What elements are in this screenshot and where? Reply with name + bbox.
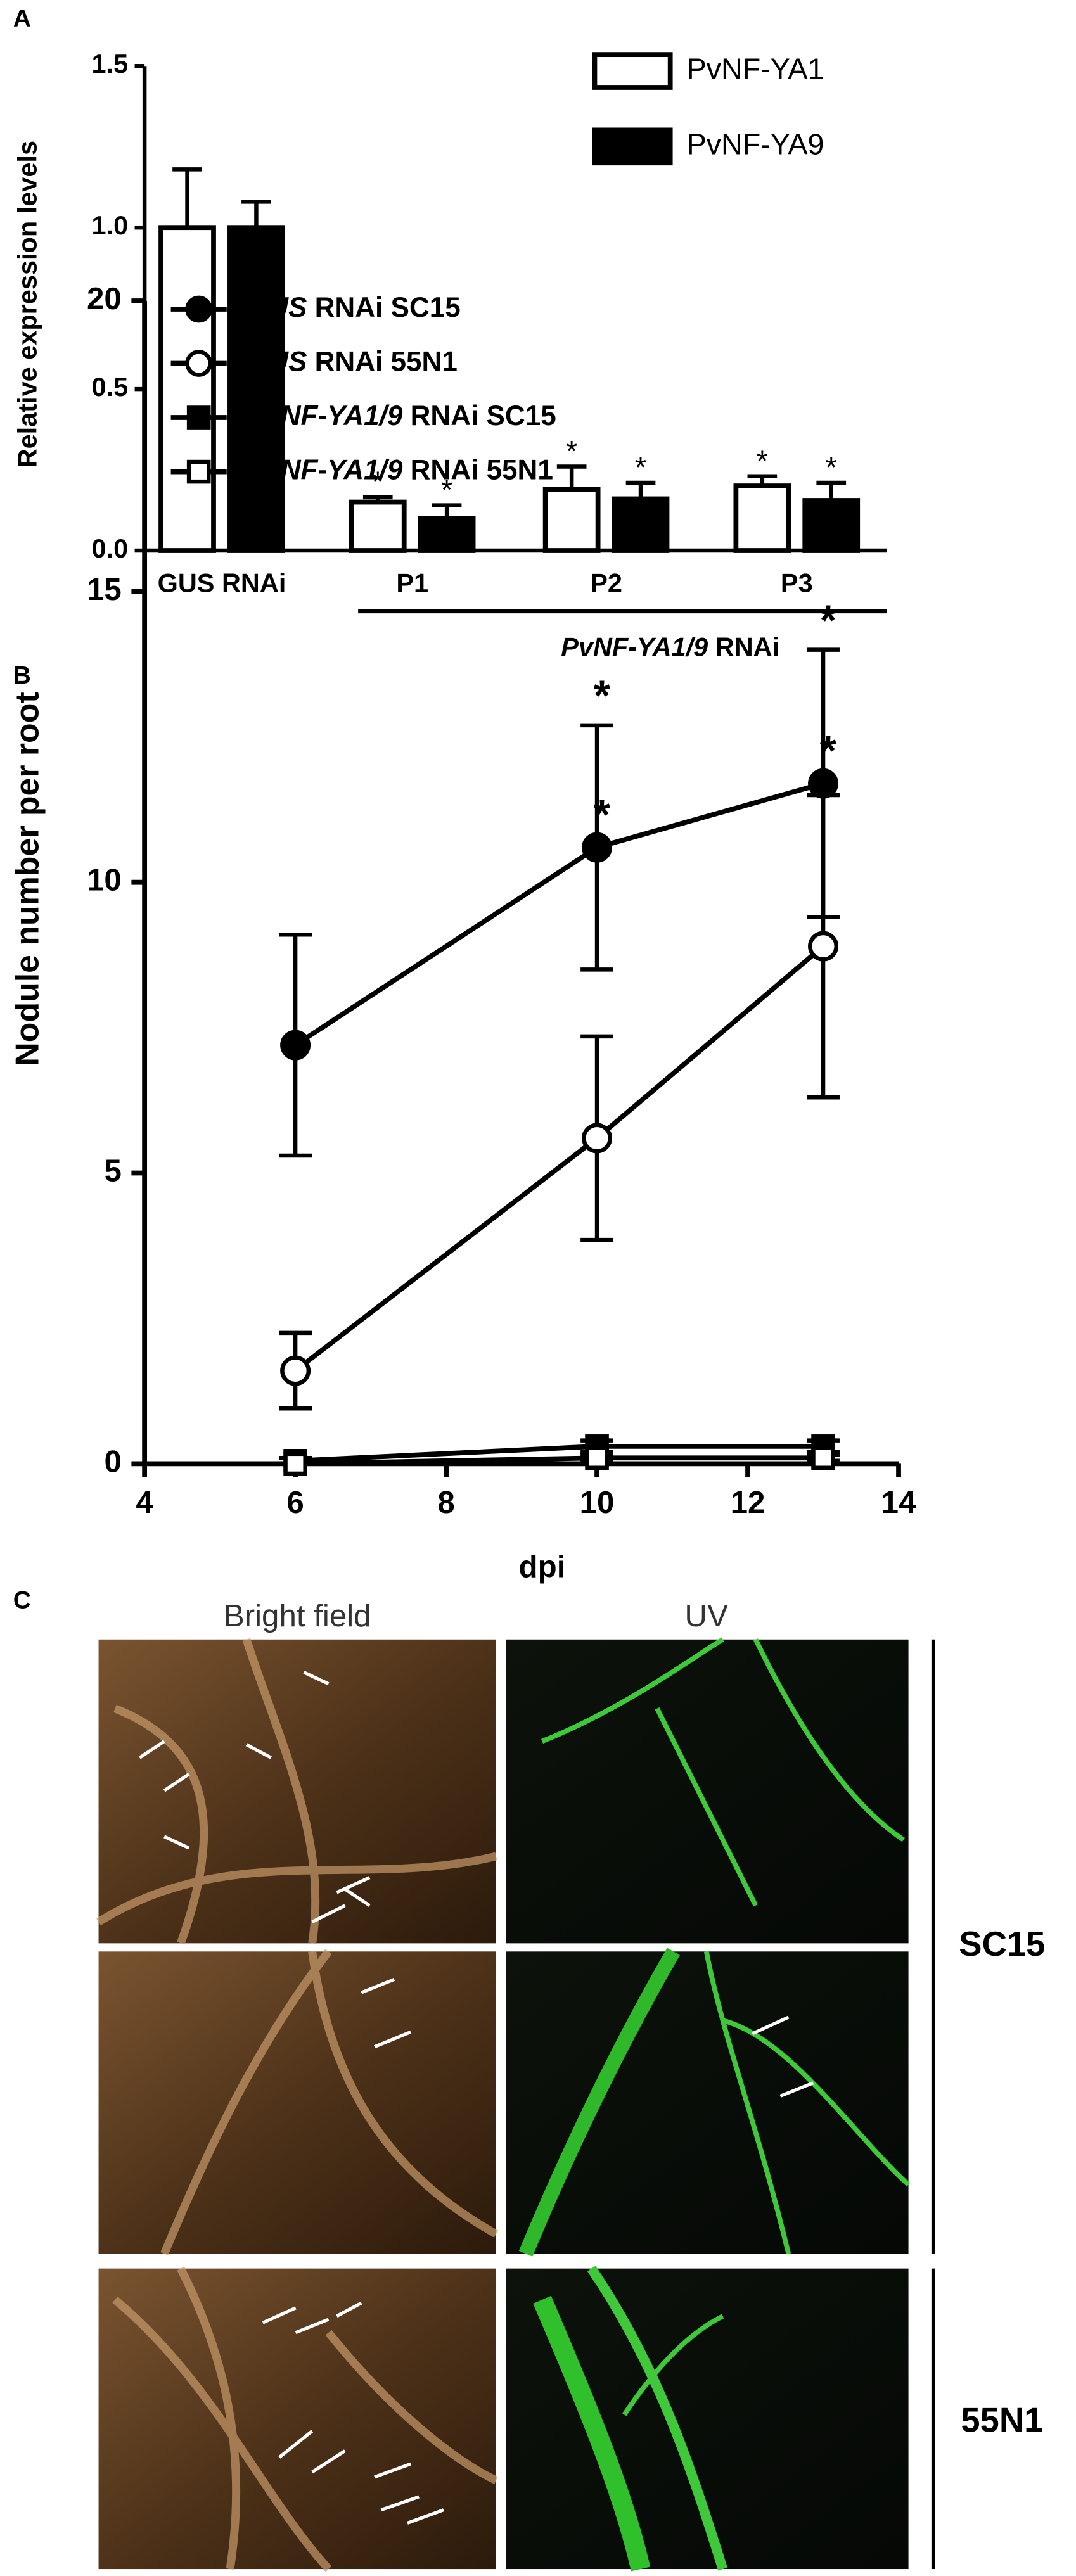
bar xyxy=(349,499,407,553)
legend-label: PvNF-YA1 xyxy=(687,52,824,85)
marker xyxy=(185,295,213,323)
legend-label: PvNF-YA1/9 RNAi 55N1 xyxy=(247,454,553,485)
y-tick-label: 1.0 xyxy=(92,210,129,240)
x-tick-label: 4 xyxy=(136,1485,153,1520)
significance: * xyxy=(635,451,646,484)
y-tick-label: 0.0 xyxy=(92,533,129,563)
legend-swatch xyxy=(592,127,673,166)
y-tick-label: 5 xyxy=(104,1154,121,1189)
significance: * xyxy=(757,444,768,477)
marker xyxy=(582,1123,613,1154)
marker xyxy=(808,931,839,962)
significance: * xyxy=(594,672,611,720)
x-tick-label: 12 xyxy=(731,1485,765,1520)
row-label: 55N1 xyxy=(961,2401,1043,2440)
marker xyxy=(185,350,213,377)
legend-label: PvNF-YA9 xyxy=(687,128,824,161)
series-line xyxy=(293,781,824,1047)
x-tick-label: P2 xyxy=(590,568,622,597)
x-tick-label: P1 xyxy=(396,568,428,597)
legend-label: GUS RNAi 55N1 xyxy=(247,346,458,377)
bar xyxy=(733,483,791,553)
marker xyxy=(280,1355,311,1386)
bar xyxy=(158,225,216,553)
bar xyxy=(227,225,285,553)
y-tick-label: 10 xyxy=(87,863,122,898)
bar xyxy=(802,498,861,553)
bar xyxy=(612,496,670,553)
marker xyxy=(585,1446,609,1470)
y-axis-title: Nodule number per root xyxy=(8,692,45,1066)
micrographs xyxy=(96,1637,911,2572)
image xyxy=(506,1951,909,2254)
column-label: UV xyxy=(685,1598,729,1633)
series-line xyxy=(293,944,825,1373)
marker xyxy=(283,1451,307,1476)
significance: * xyxy=(441,473,452,506)
x-tick-label: 8 xyxy=(437,1485,454,1520)
marker xyxy=(811,1446,835,1470)
group-label: PvNF-YA1/9 RNAi xyxy=(561,632,779,662)
x-axis-title: dpi xyxy=(519,1549,566,1584)
legend-label: GUS RNAi SC15 xyxy=(247,292,461,323)
significance: * xyxy=(820,727,837,775)
y-tick-label: 20 xyxy=(87,281,122,316)
marker xyxy=(186,405,211,430)
legend-label: PvNF-YA1/9 RNAi SC15 xyxy=(247,400,556,431)
significance: * xyxy=(566,435,577,468)
y-tick-label: 0 xyxy=(104,1444,121,1479)
x-tick-label: 6 xyxy=(286,1485,304,1520)
column-label: Bright field xyxy=(224,1598,371,1633)
x-tick-label: 14 xyxy=(881,1485,916,1520)
panel-label: C xyxy=(13,1586,31,1614)
x-tick-label: GUS RNAi xyxy=(158,568,286,597)
y-tick-label: 15 xyxy=(87,572,122,607)
x-tick-label: P3 xyxy=(781,568,813,597)
marker xyxy=(280,1030,311,1061)
image xyxy=(506,1639,909,1944)
significance: * xyxy=(372,465,383,498)
significance: * xyxy=(820,597,837,644)
bar xyxy=(542,487,601,553)
marker xyxy=(186,459,211,484)
panel-label: B xyxy=(13,662,31,689)
x-tick-label: 10 xyxy=(580,1485,615,1520)
significance: * xyxy=(826,451,837,484)
y-tick-label: 0.5 xyxy=(92,372,129,402)
bar xyxy=(418,516,476,553)
row-label: SC15 xyxy=(959,1925,1045,1963)
significance: * xyxy=(594,791,611,839)
y-tick-label: 1.5 xyxy=(92,49,129,79)
y-axis-title: Relative expression levels xyxy=(13,141,42,468)
image xyxy=(98,2268,496,2570)
marker xyxy=(582,832,613,863)
panel-label: A xyxy=(13,5,31,32)
legend-swatch xyxy=(592,52,673,90)
